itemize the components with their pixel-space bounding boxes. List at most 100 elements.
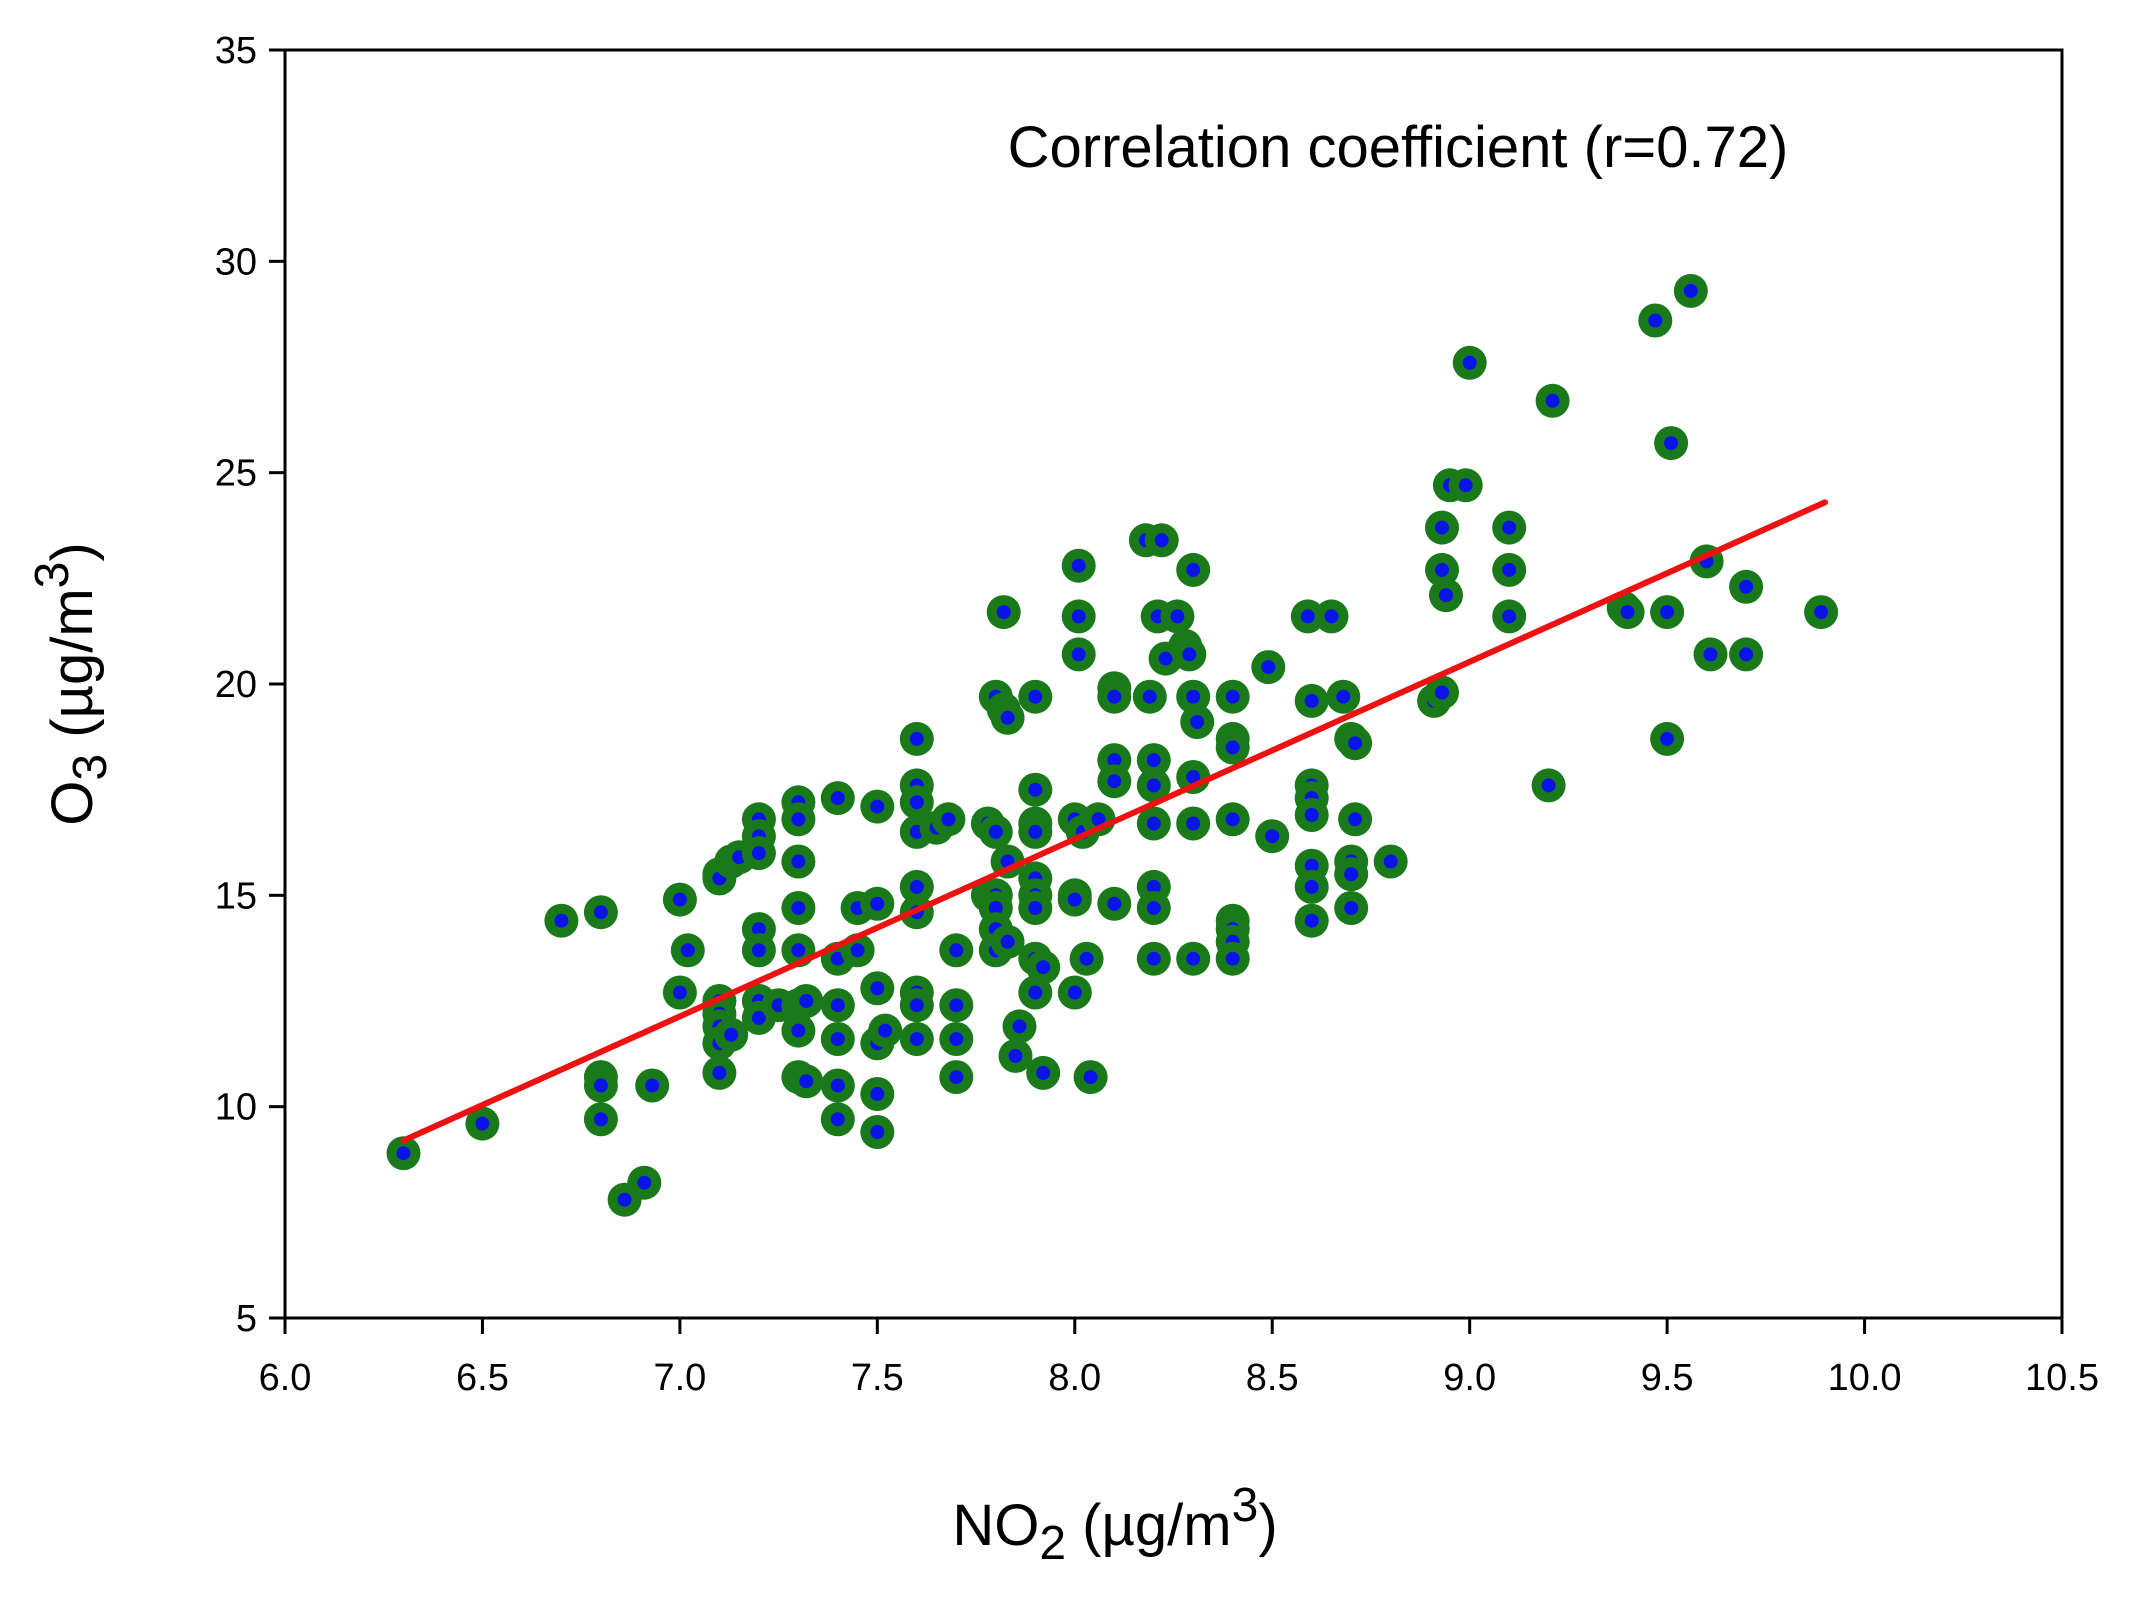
data-point-center (1739, 579, 1754, 594)
data-point-center (672, 892, 687, 907)
data-point-center (1146, 753, 1161, 768)
data-point (1215, 730, 1250, 765)
ticks-layer: 6.0 6.5 7.0 7.5 8.0 8.5 9.0 9.5 10.0 10.5 5 10 15 20 2… (215, 30, 2099, 1399)
data-point (1334, 857, 1369, 892)
data-point-center (1036, 1065, 1051, 1080)
data-point (1338, 726, 1373, 761)
data-point (1215, 802, 1250, 837)
data-point (1425, 675, 1459, 710)
data-point-center (751, 943, 766, 958)
data-point (939, 1060, 974, 1095)
data-point-center (1225, 740, 1240, 755)
data-point (1448, 468, 1483, 503)
data-point-center (1012, 1019, 1027, 1034)
data-point-center (1348, 736, 1363, 751)
data-point-center (996, 605, 1011, 620)
x-tick-label: 7.5 (851, 1357, 904, 1399)
data-point (781, 1013, 816, 1048)
data-point (1654, 426, 1689, 461)
data-point-center (617, 1192, 632, 1207)
data-point (1425, 510, 1459, 545)
y-tick-label: 30 (215, 241, 257, 283)
data-point-center (830, 951, 845, 966)
data-point-center (1170, 609, 1185, 624)
data-point-center (1336, 689, 1351, 704)
data-point-center (1502, 520, 1517, 535)
data-point (899, 1022, 934, 1056)
plot-frame (283, 48, 2064, 1320)
data-point-center (1079, 951, 1094, 966)
data-point (1018, 891, 1053, 925)
data-point-center (1071, 609, 1086, 624)
data-point (583, 1102, 618, 1137)
data-point-center (751, 922, 766, 937)
data-point-center (1190, 715, 1205, 729)
data-point-center (724, 1027, 739, 1042)
data-point-center (1067, 985, 1082, 1000)
data-point (1650, 721, 1685, 756)
data-point-center (1091, 812, 1106, 827)
data-point (465, 1106, 500, 1141)
data-point-center (909, 731, 924, 746)
data-point-center (949, 943, 964, 958)
data-point (899, 988, 934, 1023)
data-point-center (1158, 651, 1173, 666)
data-point (1097, 679, 1132, 714)
data-point (1176, 552, 1211, 587)
data-point (781, 802, 816, 837)
data-point (544, 903, 579, 938)
data-point (1326, 679, 1361, 714)
y-tick-label: 15 (215, 875, 257, 917)
data-point-center (1304, 693, 1319, 708)
data-point-center (1435, 685, 1449, 700)
x-tick-label: 10.5 (2025, 1357, 2099, 1399)
data-point-center (909, 879, 924, 894)
x-tick-label: 10.0 (1828, 1357, 1902, 1399)
data-point-center (870, 896, 885, 911)
data-point-center (1648, 313, 1663, 328)
data-point (820, 988, 855, 1023)
data-point (1136, 743, 1171, 778)
data-point-center (1439, 588, 1453, 603)
data-point-center (1186, 770, 1201, 784)
data-point (1132, 679, 1167, 714)
data-point-center (680, 943, 695, 958)
data-point (1452, 345, 1487, 380)
data-point (1018, 772, 1053, 807)
data-point-center (1028, 901, 1043, 915)
x-tick-label: 9.5 (1641, 1357, 1694, 1399)
data-point-center (1683, 283, 1698, 298)
data-point-center (909, 795, 924, 810)
data-point (1176, 941, 1211, 976)
data-point (1693, 637, 1728, 672)
data-point (899, 785, 934, 820)
data-point-center (870, 799, 885, 814)
data-point-center (1304, 913, 1319, 928)
data-point (1334, 891, 1369, 925)
data-point (1136, 941, 1171, 976)
data-point (1180, 705, 1215, 739)
data-point (1535, 383, 1570, 418)
data-point-center (1502, 562, 1517, 577)
data-point-center (791, 854, 806, 869)
data-point (702, 1055, 737, 1090)
data-point-center (1146, 879, 1161, 894)
data-point-center (1541, 778, 1556, 793)
data-point-center (830, 1078, 845, 1093)
x-tick-label: 8.0 (1048, 1357, 1101, 1399)
data-point-center (1107, 774, 1122, 789)
data-point (1073, 1060, 1108, 1095)
data-point-center (1660, 731, 1675, 746)
data-point-center (870, 1087, 885, 1101)
data-point-center (799, 994, 814, 1008)
data-point-center (1225, 812, 1240, 827)
data-point (1294, 903, 1329, 938)
data-point-center (475, 1116, 490, 1131)
data-point (998, 1038, 1033, 1073)
data-point (868, 1013, 903, 1048)
data-point (1492, 510, 1527, 545)
data-point-center (1300, 609, 1315, 624)
data-point-center (1225, 689, 1240, 704)
data-point (860, 971, 895, 1006)
data-point-center (751, 1010, 766, 1025)
